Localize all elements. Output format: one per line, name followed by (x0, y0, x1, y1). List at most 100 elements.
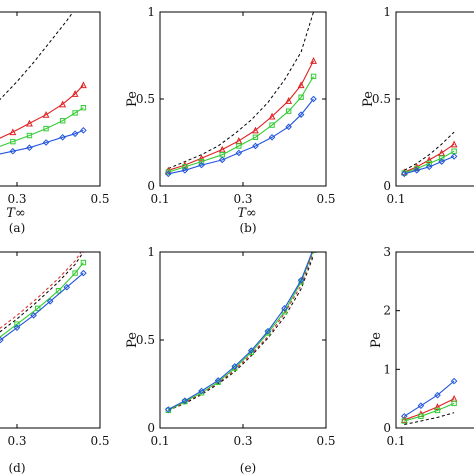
x-tick-label-d-0: 0.3 (7, 434, 26, 448)
data-point-d-2-6 (55, 288, 62, 294)
data-point-a-3-10 (80, 127, 87, 134)
data-point-c-3-2 (425, 163, 433, 171)
data-point-d-3-6 (30, 312, 37, 319)
data-point-f-0-3 (450, 377, 458, 385)
data-point-d-3-5 (13, 324, 21, 331)
series-line-c-1 (404, 143, 455, 173)
data-point-a-3-5 (9, 147, 17, 155)
series-line-d-3 (0, 272, 84, 341)
series-line-f-3 (404, 412, 455, 425)
series-line-a-3 (0, 129, 84, 155)
data-point-f-1-3 (450, 394, 458, 402)
data-point-c-3-4 (450, 153, 458, 160)
series-line-b-0 (168, 12, 314, 170)
data-point-d-3-8 (63, 283, 71, 291)
data-point-b-1-6 (268, 112, 276, 120)
data-point-b-2-6 (269, 122, 275, 128)
data-point-d-2-8 (80, 259, 87, 266)
data-point-b-2-8 (298, 94, 304, 100)
data-point-a-2-8 (59, 118, 66, 124)
y-tick-label-b-1: 0.5 (136, 92, 155, 106)
plot-frame-a (0, 11, 101, 187)
data-point-c-1-4 (450, 140, 458, 148)
series-group-f (400, 377, 458, 425)
data-point-c-3-3 (438, 158, 445, 165)
data-point-b-1-9 (310, 57, 317, 64)
data-point-f-1-2 (434, 403, 441, 410)
y-tick-label-c-0: 0 (383, 179, 391, 193)
panel-e: 0.1 0.3 0.5 0 0.5 1 Pe (e) (125, 245, 336, 474)
data-point-f-0-1 (417, 402, 425, 410)
x-tick-label-b-0: 0.1 (150, 192, 169, 206)
panel-a: 0.3 0.5 T∞(a) (0, 11, 110, 235)
data-point-a-2-5 (10, 138, 16, 145)
series-group-b (164, 12, 317, 178)
data-point-e-3-2 (198, 387, 205, 395)
x-tick-label-a-0: 0.3 (7, 192, 26, 206)
data-point-e-3-4 (231, 363, 239, 370)
series-line-a-0 (0, 12, 74, 101)
x-tick-label-e-2: 0.5 (316, 434, 335, 448)
series-line-d-2 (0, 262, 84, 338)
y-tick-label-b-0: 0 (147, 179, 155, 193)
data-point-f-2-0 (401, 418, 408, 424)
y-tick-label-e-1: 0.5 (136, 333, 155, 347)
series-line-e-3 (168, 252, 313, 410)
y-tick-label-b-2: 1 (147, 5, 155, 19)
x-tick-label-e-1: 0.3 (233, 434, 252, 448)
series-line-e-1 (168, 252, 314, 411)
data-point-a-1-10 (79, 81, 87, 89)
series-line-b-3 (168, 98, 314, 175)
data-point-e-3-6 (264, 327, 272, 335)
series-group-d (0, 252, 87, 344)
data-point-c-3-0 (400, 170, 408, 178)
data-point-b-3-8 (297, 111, 305, 118)
data-point-b-2-0 (165, 169, 172, 175)
data-point-b-1-8 (297, 81, 305, 89)
data-point-a-3-6 (26, 144, 33, 152)
data-point-b-2-1 (182, 164, 188, 170)
y-tick-label-f-2: 2 (383, 304, 391, 318)
data-point-b-3-9 (310, 95, 317, 103)
data-point-a-2-10 (80, 105, 87, 111)
data-point-e-3-5 (247, 347, 255, 354)
data-point-b-3-7 (285, 123, 292, 131)
panel-c: 0.10 0.5 1 Pe (361, 5, 474, 206)
data-point-b-2-7 (285, 108, 292, 114)
x-tick-label-e-0: 0.1 (150, 434, 169, 448)
y-tick-label-c-1: 0.5 (372, 92, 391, 106)
data-point-e-3-0 (164, 406, 172, 413)
data-point-d-2-5 (35, 305, 41, 312)
series-line-c-3 (404, 155, 455, 175)
plot-frame-f (395, 251, 474, 429)
data-point-b-2-5 (252, 134, 259, 140)
x-tick-label-a-1: 0.5 (90, 192, 109, 206)
data-point-f-2-3 (451, 400, 457, 407)
y-tick-label-f-1: 1 (383, 362, 391, 376)
data-point-a-3-7 (42, 139, 50, 146)
y-tick-label-f-3: 3 (383, 245, 391, 259)
data-point-e-3-7 (281, 305, 288, 312)
x-tick-label-f-0: 0.1 (386, 434, 405, 448)
data-point-a-1-9 (71, 90, 79, 97)
data-point-b-3-6 (268, 133, 276, 141)
y-axis-label-e: Pe (125, 332, 140, 348)
panel-label-b: (b) (239, 221, 256, 235)
series-line-e-0 (168, 255, 314, 411)
data-point-f-0-2 (434, 391, 441, 399)
data-point-b-3-1 (181, 167, 189, 174)
y-tick-label-e-0: 0 (147, 421, 155, 435)
plot-frame-c (395, 11, 474, 187)
data-point-b-3-2 (198, 161, 205, 169)
data-point-b-3-3 (218, 156, 226, 164)
series-line-b-2 (168, 76, 314, 173)
series-line-d-1 (0, 252, 84, 333)
data-point-c-2-2 (426, 160, 432, 167)
series-line-a-2 (0, 107, 84, 147)
series-line-a-1 (0, 84, 84, 139)
series-line-e-2 (168, 252, 314, 411)
data-point-b-3-0 (164, 170, 172, 178)
data-point-f-1-0 (400, 416, 408, 423)
